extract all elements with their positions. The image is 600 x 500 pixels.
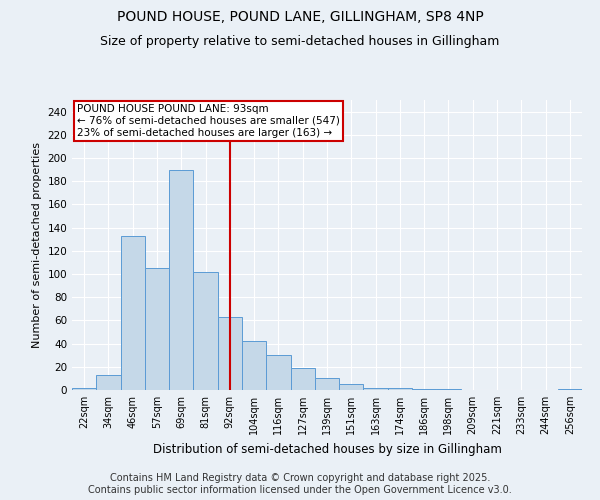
Bar — [193, 272, 218, 390]
Bar — [412, 389, 436, 390]
X-axis label: Distribution of semi-detached houses by size in Gillingham: Distribution of semi-detached houses by … — [152, 442, 502, 456]
Bar — [436, 389, 461, 390]
Y-axis label: Number of semi-detached properties: Number of semi-detached properties — [32, 142, 42, 348]
Bar — [72, 388, 96, 390]
Bar — [290, 368, 315, 390]
Bar — [339, 384, 364, 390]
Text: Size of property relative to semi-detached houses in Gillingham: Size of property relative to semi-detach… — [100, 35, 500, 48]
Text: Contains HM Land Registry data © Crown copyright and database right 2025.
Contai: Contains HM Land Registry data © Crown c… — [88, 474, 512, 495]
Bar — [388, 388, 412, 390]
Bar — [96, 375, 121, 390]
Bar — [558, 389, 582, 390]
Bar — [121, 236, 145, 390]
Bar — [266, 355, 290, 390]
Text: POUND HOUSE POUND LANE: 93sqm
← 76% of semi-detached houses are smaller (547)
23: POUND HOUSE POUND LANE: 93sqm ← 76% of s… — [77, 104, 340, 138]
Text: POUND HOUSE, POUND LANE, GILLINGHAM, SP8 4NP: POUND HOUSE, POUND LANE, GILLINGHAM, SP8… — [116, 10, 484, 24]
Bar — [315, 378, 339, 390]
Bar — [145, 268, 169, 390]
Bar — [364, 388, 388, 390]
Bar — [242, 342, 266, 390]
Bar — [169, 170, 193, 390]
Bar — [218, 317, 242, 390]
